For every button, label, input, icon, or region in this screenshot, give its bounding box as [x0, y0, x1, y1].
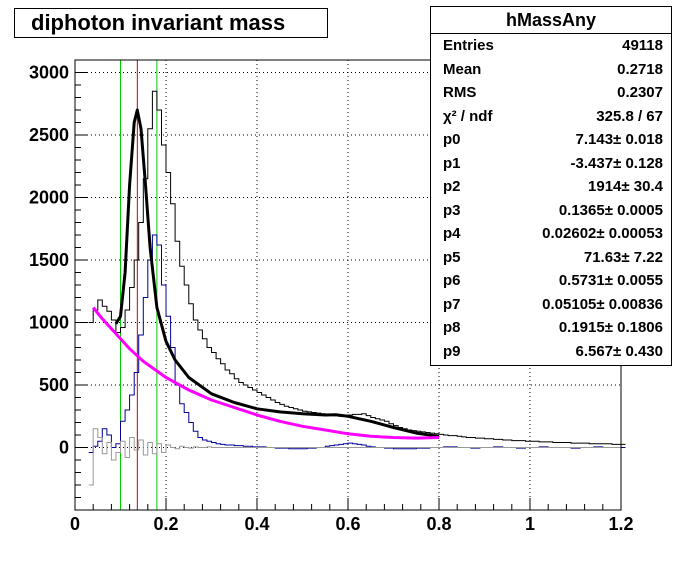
stats-key: p5 [443, 248, 461, 266]
stats-key: p6 [443, 272, 461, 289]
x-tick-label: 0.2 [153, 514, 178, 534]
x-axis: 0 0.2 0.4 0.6 0.8 1 1.2 [70, 498, 634, 534]
stats-row: p5 71.63± 7.22 [431, 246, 671, 270]
stats-row: p0 7.143± 0.018 [431, 128, 671, 152]
stats-value: 49118 [622, 37, 663, 54]
stats-row: p1 -3.437± 0.128 [431, 152, 671, 176]
stats-key: p2 [443, 178, 461, 195]
histogram-series [88, 234, 626, 453]
stats-key: χ² / ndf [443, 107, 493, 125]
y-tick-label: 2500 [29, 125, 69, 145]
y-tick-label: 3000 [29, 63, 69, 83]
stats-row: Mean 0.2718 [431, 58, 671, 82]
stats-value: 6.567± 0.430 [575, 342, 663, 360]
stats-value: 0.2718 [617, 60, 663, 78]
fit-curve [114, 108, 440, 438]
stats-row: p8 0.1915± 0.1806 [431, 316, 671, 340]
fit-curve [92, 306, 440, 440]
stats-value: 0.2307 [617, 84, 663, 101]
stats-key: p9 [443, 342, 461, 360]
y-tick-label: 1000 [29, 313, 69, 333]
stats-row: p2 1914± 30.4 [431, 175, 671, 199]
y-tick-label: 1500 [29, 250, 69, 270]
x-tick-label: 0 [70, 514, 80, 534]
stats-row: p3 0.1365± 0.0005 [431, 199, 671, 223]
x-tick-label: 0.4 [244, 514, 269, 534]
stats-value: -3.437± 0.128 [570, 154, 663, 172]
stats-key: RMS [443, 84, 477, 101]
y-axis: 0 500 1000 1500 2000 2500 3000 [29, 59, 87, 511]
stats-value: 0.1365± 0.0005 [558, 201, 663, 219]
y-tick-label: 2000 [29, 188, 69, 208]
stats-key: p0 [443, 131, 461, 148]
stats-key: p4 [443, 225, 461, 242]
stats-value: 325.8 / 67 [596, 107, 663, 125]
stats-value: 0.02602± 0.00053 [542, 225, 663, 242]
histogram-series [88, 428, 621, 486]
stats-row: p7 0.05105± 0.00836 [431, 293, 671, 317]
y-tick-label: 500 [39, 375, 69, 395]
stats-row: χ² / ndf 325.8 / 67 [431, 105, 671, 129]
stats-row: p4 0.02602± 0.00053 [431, 222, 671, 246]
stats-row: p6 0.5731± 0.0055 [431, 269, 671, 293]
stats-value: 0.5731± 0.0055 [558, 272, 663, 289]
stats-value: 0.05105± 0.00836 [542, 295, 663, 313]
x-tick-label: 1 [525, 514, 535, 534]
stats-rows: Entries 49118 Mean 0.2718 RMS 0.2307 χ² / ndf 3… [431, 34, 671, 363]
stats-value: 1914± 30.4 [588, 178, 663, 195]
stats-name: hMassAny [431, 7, 671, 34]
y-tick-label: 0 [59, 438, 69, 458]
stats-box: hMassAny Entries 49118 Mean 0.2718 RMS 0.2307… [430, 6, 672, 366]
plot-title: diphoton invariant mass [14, 8, 328, 38]
stats-row: Entries 49118 [431, 34, 671, 58]
stats-key: p1 [443, 154, 461, 172]
stats-value: 71.63± 7.22 [583, 248, 663, 266]
stats-row: RMS 0.2307 [431, 81, 671, 105]
stats-value: 7.143± 0.018 [575, 131, 663, 148]
stats-key: Mean [443, 60, 482, 78]
x-tick-label: 0.6 [335, 514, 360, 534]
x-tick-label: 0.8 [426, 514, 451, 534]
x-tick-label: 1.2 [608, 514, 633, 534]
stats-value: 0.1915± 0.1806 [558, 319, 663, 336]
stats-row: p9 6.567± 0.430 [431, 340, 671, 364]
stats-key: Entries [443, 37, 494, 54]
stats-key: p8 [443, 319, 461, 336]
data-series [88, 90, 626, 486]
stats-key: p3 [443, 201, 461, 219]
stats-key: p7 [443, 295, 461, 313]
